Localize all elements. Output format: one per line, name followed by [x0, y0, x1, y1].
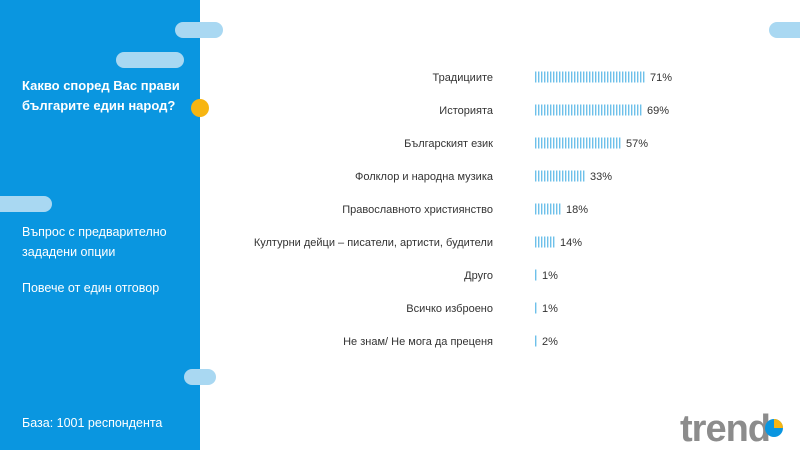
- category-label: Традициите: [432, 72, 493, 84]
- category-label: Не знам/ Не мога да преценя: [343, 336, 493, 348]
- bar: [535, 236, 555, 248]
- multiple-answers-note: Повече от един отговор: [22, 281, 160, 295]
- question-title: Какво според Вас прави българите един на…: [22, 78, 180, 113]
- value-label: 33%: [590, 171, 612, 183]
- value-label: 2%: [542, 336, 558, 348]
- bar: [535, 335, 537, 347]
- value-label: 1%: [542, 270, 558, 282]
- bar: [535, 137, 621, 149]
- bar: [535, 302, 537, 314]
- accent-dot: [191, 99, 209, 117]
- bar: [535, 170, 585, 182]
- bar: [535, 71, 645, 83]
- category-label: Фолклор и народна музика: [355, 171, 494, 183]
- value-label: 69%: [647, 105, 669, 117]
- category-label: Историята: [439, 105, 494, 117]
- question-type-note: Въпрос с предварително зададени опции: [22, 225, 167, 259]
- sidebar-panel: [0, 0, 200, 450]
- category-label: Православното християнство: [342, 204, 493, 216]
- value-label: 18%: [566, 204, 588, 216]
- decorative-pill: [0, 196, 52, 212]
- category-label: Българският език: [404, 138, 493, 150]
- category-label: Всичко изброено: [406, 303, 493, 315]
- logo-text: trend: [680, 408, 770, 448]
- bar: [535, 104, 642, 116]
- value-label: 71%: [650, 72, 672, 84]
- category-label: Културни дейци – писатели, артисти, буди…: [254, 237, 493, 249]
- value-label: 57%: [626, 138, 648, 150]
- decorative-pill: [175, 22, 223, 38]
- value-label: 14%: [560, 237, 582, 249]
- decorative-pill: [116, 52, 184, 68]
- bar: [535, 269, 537, 281]
- decorative-pill: [769, 22, 800, 38]
- bar: [535, 203, 561, 215]
- decorative-pill: [184, 369, 216, 385]
- trend-logo: trend: [680, 408, 783, 448]
- logo-dot-yellow: [774, 419, 783, 428]
- category-label: Друго: [464, 270, 493, 282]
- sample-base: База: 1001 респондента: [22, 416, 163, 430]
- value-label: 1%: [542, 303, 558, 315]
